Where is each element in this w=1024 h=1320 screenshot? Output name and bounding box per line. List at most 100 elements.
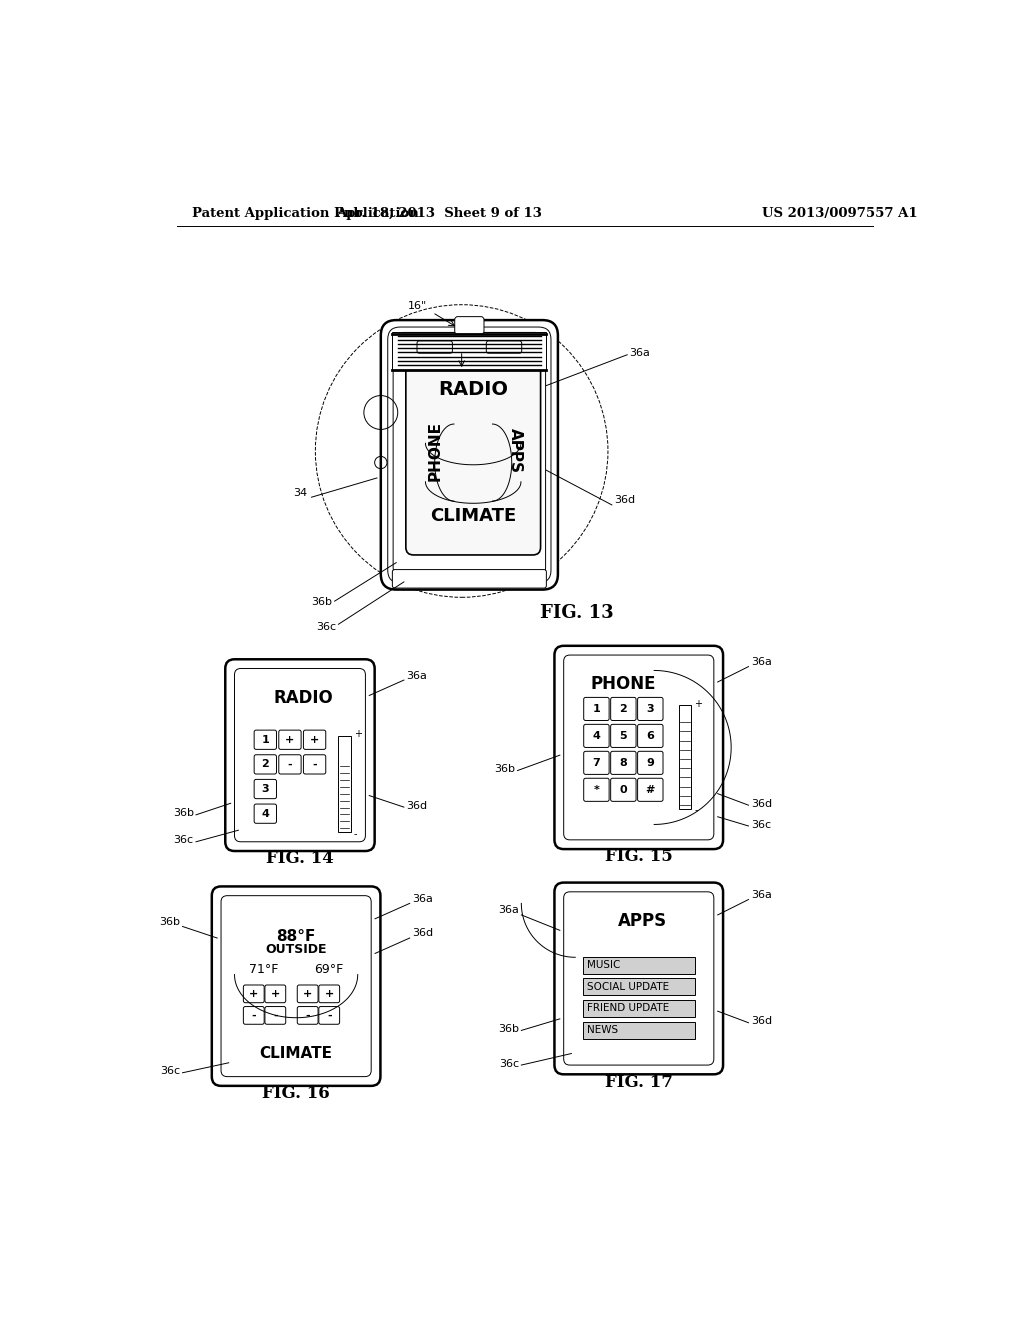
Text: -: - [273,1010,278,1020]
Text: 5: 5 [620,731,627,741]
FancyBboxPatch shape [244,1007,264,1024]
FancyBboxPatch shape [554,883,723,1074]
FancyBboxPatch shape [417,341,453,354]
FancyBboxPatch shape [318,985,340,1003]
Text: -: - [252,1010,256,1020]
Text: PHONE: PHONE [591,676,656,693]
Bar [679,705,691,809]
Text: 36c: 36c [751,820,771,829]
Text: FIG. 15: FIG. 15 [605,849,673,866]
Text: -: - [312,759,316,770]
FancyBboxPatch shape [638,751,663,775]
Text: FIG. 16: FIG. 16 [262,1085,330,1102]
Text: 9: 9 [646,758,654,768]
FancyBboxPatch shape [254,779,276,799]
Text: 36b: 36b [311,597,333,607]
FancyBboxPatch shape [392,570,547,589]
Text: 36b: 36b [498,1024,519,1034]
Text: +: + [286,735,295,744]
Text: 36a: 36a [630,348,650,358]
Text: 1: 1 [593,704,600,714]
Bar [339,737,351,832]
Text: 2: 2 [620,704,628,714]
Text: 4: 4 [593,731,600,741]
Text: +: + [325,989,334,999]
FancyBboxPatch shape [225,659,375,851]
Text: FIG. 17: FIG. 17 [605,1073,673,1090]
FancyBboxPatch shape [455,317,484,334]
Text: 0: 0 [620,785,627,795]
Text: US 2013/0097557 A1: US 2013/0097557 A1 [762,207,918,220]
FancyBboxPatch shape [212,887,381,1086]
Text: 3: 3 [646,704,654,714]
Text: +: + [303,989,312,999]
Text: 3: 3 [261,784,269,795]
Text: 7: 7 [593,758,600,768]
Text: 36d: 36d [407,801,427,810]
Text: APPS: APPS [508,429,523,474]
Text: 36d: 36d [751,799,772,809]
FancyBboxPatch shape [638,697,663,721]
FancyBboxPatch shape [393,333,546,577]
FancyBboxPatch shape [265,985,286,1003]
Text: NEWS: NEWS [587,1026,617,1035]
Text: 36d: 36d [614,495,635,506]
Bar [583,1022,694,1039]
FancyBboxPatch shape [254,730,276,750]
FancyBboxPatch shape [303,755,326,774]
Text: +: + [694,698,702,709]
Text: 2: 2 [261,759,269,770]
FancyBboxPatch shape [610,697,636,721]
Text: +: + [270,989,280,999]
Text: MUSIC: MUSIC [587,961,621,970]
Text: 36b: 36b [495,764,515,774]
FancyBboxPatch shape [318,1007,340,1024]
Text: 36a: 36a [407,671,427,681]
Text: +: + [249,989,258,999]
Text: -: - [694,805,697,816]
FancyBboxPatch shape [297,985,318,1003]
FancyBboxPatch shape [584,697,609,721]
Text: 69°F: 69°F [313,962,343,975]
Text: 16": 16" [408,301,427,310]
Text: 36d: 36d [751,1016,772,1026]
Text: 36b: 36b [159,917,180,927]
Text: #: # [645,785,655,795]
Text: 36c: 36c [174,836,194,845]
Text: +: + [310,735,319,744]
Text: 71°F: 71°F [249,962,279,975]
Text: 1: 1 [261,735,269,744]
FancyBboxPatch shape [388,327,551,582]
Text: 36a: 36a [751,657,772,667]
Text: 36a: 36a [498,906,519,915]
FancyBboxPatch shape [584,751,609,775]
FancyBboxPatch shape [563,655,714,840]
Text: 36a: 36a [412,894,433,904]
Text: SOCIAL UPDATE: SOCIAL UPDATE [587,982,669,991]
FancyBboxPatch shape [584,725,609,747]
Text: 36c: 36c [499,1059,519,1069]
Text: -: - [305,1010,310,1020]
Text: PHONE: PHONE [427,421,442,480]
Text: APPS: APPS [618,912,668,931]
Text: 8: 8 [620,758,628,768]
FancyBboxPatch shape [381,321,558,590]
Bar [583,1001,694,1016]
Text: 36c: 36c [160,1067,180,1076]
Text: 36b: 36b [173,808,194,818]
Text: 36a: 36a [751,890,772,900]
FancyBboxPatch shape [254,755,276,774]
FancyBboxPatch shape [303,730,326,750]
Text: FRIEND UPDATE: FRIEND UPDATE [587,1003,669,1014]
Text: -: - [327,1010,332,1020]
Bar [392,331,547,370]
Text: Apr. 18, 2013  Sheet 9 of 13: Apr. 18, 2013 Sheet 9 of 13 [336,207,542,220]
Text: -: - [354,829,357,838]
Text: CLIMATE: CLIMATE [260,1045,333,1061]
FancyBboxPatch shape [554,645,723,849]
Text: CLIMATE: CLIMATE [430,507,516,525]
Text: FIG. 14: FIG. 14 [266,850,334,867]
FancyBboxPatch shape [406,355,541,554]
FancyBboxPatch shape [584,779,609,801]
FancyBboxPatch shape [638,779,663,801]
